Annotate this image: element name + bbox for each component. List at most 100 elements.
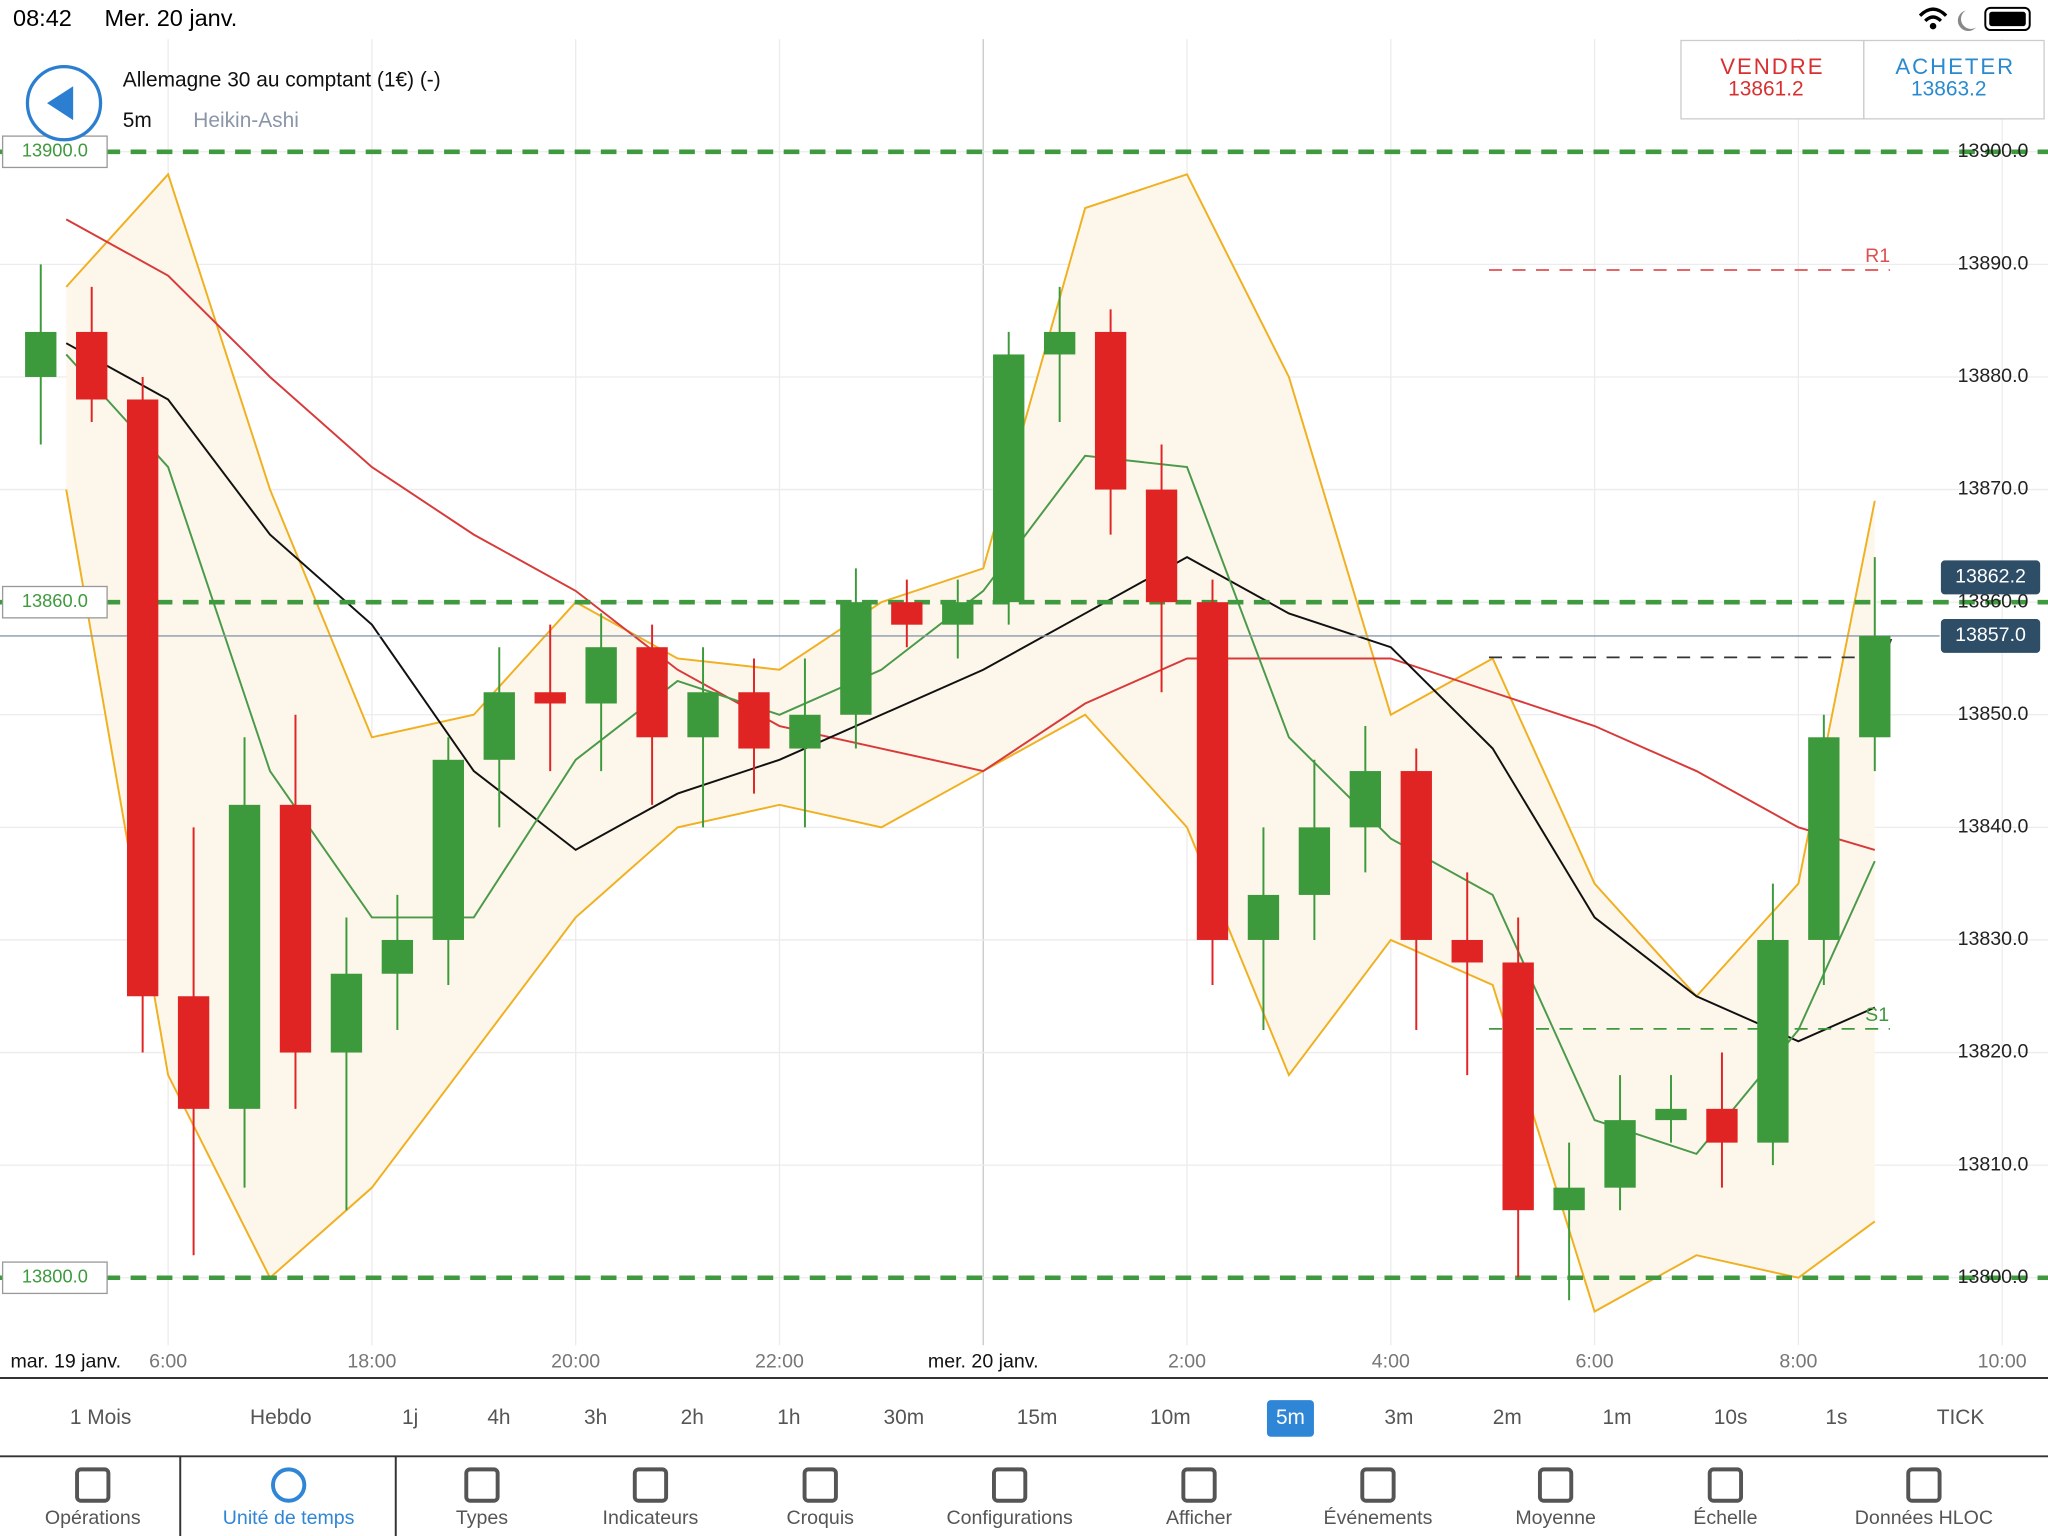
price-marker-box	[1940, 560, 2041, 595]
moving-average	[65, 353, 1876, 1156]
timeframe-option[interactable]: Hebdo	[250, 1406, 312, 1429]
x-tick-label: 20:00	[551, 1350, 600, 1372]
toolbar-item[interactable]: Échelle	[1693, 1467, 1758, 1529]
timeframe-option[interactable]: 2m	[1493, 1406, 1522, 1429]
timeframe-label: 10m	[1150, 1406, 1191, 1429]
timeframe-option[interactable]: 10m	[1150, 1406, 1191, 1429]
toolbar-item[interactable]: Unité de temps	[223, 1467, 355, 1529]
pivot-label: S1	[1865, 1004, 1889, 1026]
timeframe-option[interactable]: 4h	[487, 1406, 510, 1429]
candle-body	[126, 399, 159, 997]
timeframe-option[interactable]: 2h	[681, 1406, 704, 1429]
candle-body	[1094, 331, 1127, 490]
candle-body	[432, 759, 464, 940]
timeframe-label: 3h	[584, 1406, 607, 1429]
sell-button[interactable]: VENDRE 13861.2	[1680, 39, 1865, 120]
buy-button[interactable]: ACHETER 13863.2	[1863, 39, 2045, 120]
candle-body	[76, 331, 108, 400]
timeframe-label: 10s	[1714, 1406, 1748, 1429]
candle-body	[381, 939, 414, 974]
timeframe-option[interactable]: 1h	[777, 1406, 800, 1429]
x-tick-label: 2:00	[1168, 1350, 1206, 1372]
candle-body	[228, 804, 261, 1109]
level-label: 13900.0	[22, 140, 88, 161]
candle-body	[1502, 962, 1534, 1211]
instrument-name: Allemagne 30 au comptant (1€) (-)	[123, 68, 441, 91]
x-tick-label: 22:00	[755, 1350, 804, 1372]
toolbar-item[interactable]: Moyenne	[1515, 1467, 1596, 1529]
sell-price: 13861.2	[1728, 78, 1803, 101]
toolbar-icon	[464, 1467, 500, 1503]
price-marker-label: 13862.2	[1955, 566, 2026, 588]
chart-style: Heikin-Ashi	[193, 109, 299, 132]
back-button[interactable]	[25, 64, 103, 142]
y-tick-label: 13830.0	[1958, 928, 2029, 950]
level-label-box	[1, 1261, 108, 1295]
timeframe-label: 2m	[1493, 1406, 1522, 1429]
timeframe-option[interactable]: 1 Mois	[70, 1406, 131, 1429]
moving-average	[65, 342, 1876, 1043]
timeframe-option[interactable]: 15m	[1017, 1406, 1058, 1429]
timeframe-label: 2h	[681, 1406, 704, 1429]
toolbar-label: Moyenne	[1515, 1507, 1596, 1529]
y-tick-label: 13810.0	[1958, 1153, 2029, 1175]
toolbar-item[interactable]: Événements	[1324, 1467, 1433, 1529]
candle-body	[1706, 1108, 1738, 1143]
y-tick-label: 13800.0	[1958, 1266, 2029, 1288]
toolbar: Opérations Unité de temps Types Indicateurs…	[45, 1456, 1993, 1536]
x-tick-label: 6:00	[149, 1350, 187, 1372]
timeframe-option[interactable]: 3h	[584, 1406, 607, 1429]
toolbar-item[interactable]: Données HLOC	[1855, 1467, 1993, 1529]
y-tick-label: 13850.0	[1958, 703, 2029, 725]
timeframe-option[interactable]: 30m	[884, 1406, 925, 1429]
buy-price: 13863.2	[1911, 78, 1986, 101]
status-time: 08:42	[13, 5, 72, 31]
toolbar-label: Types	[456, 1507, 508, 1529]
timeframe-option[interactable]: 1j	[402, 1406, 418, 1429]
candle-body	[1451, 939, 1483, 963]
toolbar-icon	[992, 1467, 1028, 1503]
toolbar-item[interactable]: Afficher	[1166, 1467, 1233, 1529]
candle-body	[1043, 331, 1076, 355]
timeframe-option[interactable]: 5m	[1266, 1400, 1314, 1437]
x-tick-label: mer. 20 janv.	[928, 1350, 1039, 1372]
candle-body	[1196, 602, 1229, 940]
toolbar-icon	[271, 1467, 307, 1503]
toolbar-icon	[1181, 1467, 1217, 1503]
candle-body	[1553, 1187, 1585, 1211]
timeframe-bar: 1 Mois Hebdo 1j 4h 3h 2h 1h 30m 15m 10m 5m 3m 2m 1m 10…	[70, 1400, 1985, 1437]
toolbar-item[interactable]: Opérations	[45, 1467, 141, 1529]
band-fill	[66, 174, 1875, 1312]
timeframe-label: Hebdo	[250, 1406, 312, 1429]
timeframe-label: 15m	[1017, 1406, 1058, 1429]
candle-body	[25, 331, 57, 377]
y-tick-label: 13880.0	[1958, 365, 2029, 387]
start-date-label: mar. 19 janv.	[10, 1350, 121, 1372]
timeframe-label: 30m	[884, 1406, 925, 1429]
price-marker-box	[1940, 618, 2041, 653]
timeframe-label: 3m	[1384, 1406, 1413, 1429]
toolbar-label: Événements	[1324, 1506, 1433, 1529]
timeframe-label: 1m	[1602, 1406, 1631, 1429]
sell-label: VENDRE	[1720, 54, 1824, 79]
timeframe-label: 1j	[402, 1406, 418, 1429]
toolbar-icon	[632, 1467, 669, 1503]
toolbar-item[interactable]: Types	[456, 1467, 508, 1529]
timeframe-option[interactable]: 1m	[1602, 1406, 1631, 1429]
toolbar-item[interactable]: Indicateurs	[603, 1467, 699, 1529]
timeframe-option[interactable]: 1s	[1825, 1406, 1847, 1429]
candle-body	[1808, 737, 1840, 940]
timeframe-option[interactable]: TICK	[1937, 1406, 1985, 1429]
candle-body	[993, 354, 1025, 603]
selected-highlight	[1266, 1400, 1314, 1437]
toolbar-item[interactable]: Croquis	[787, 1467, 855, 1529]
candle-body	[1757, 939, 1789, 1143]
level-label: 13860.0	[22, 590, 88, 611]
price-marker-label: 13857.0	[1955, 624, 2026, 646]
candle-body	[1604, 1120, 1636, 1188]
timeframe-option[interactable]: 3m	[1384, 1406, 1413, 1429]
toolbar-item[interactable]: Configurations	[947, 1467, 1073, 1529]
toolbar-label: Unité de temps	[223, 1507, 355, 1529]
timeframe-option[interactable]: 10s	[1714, 1406, 1748, 1429]
